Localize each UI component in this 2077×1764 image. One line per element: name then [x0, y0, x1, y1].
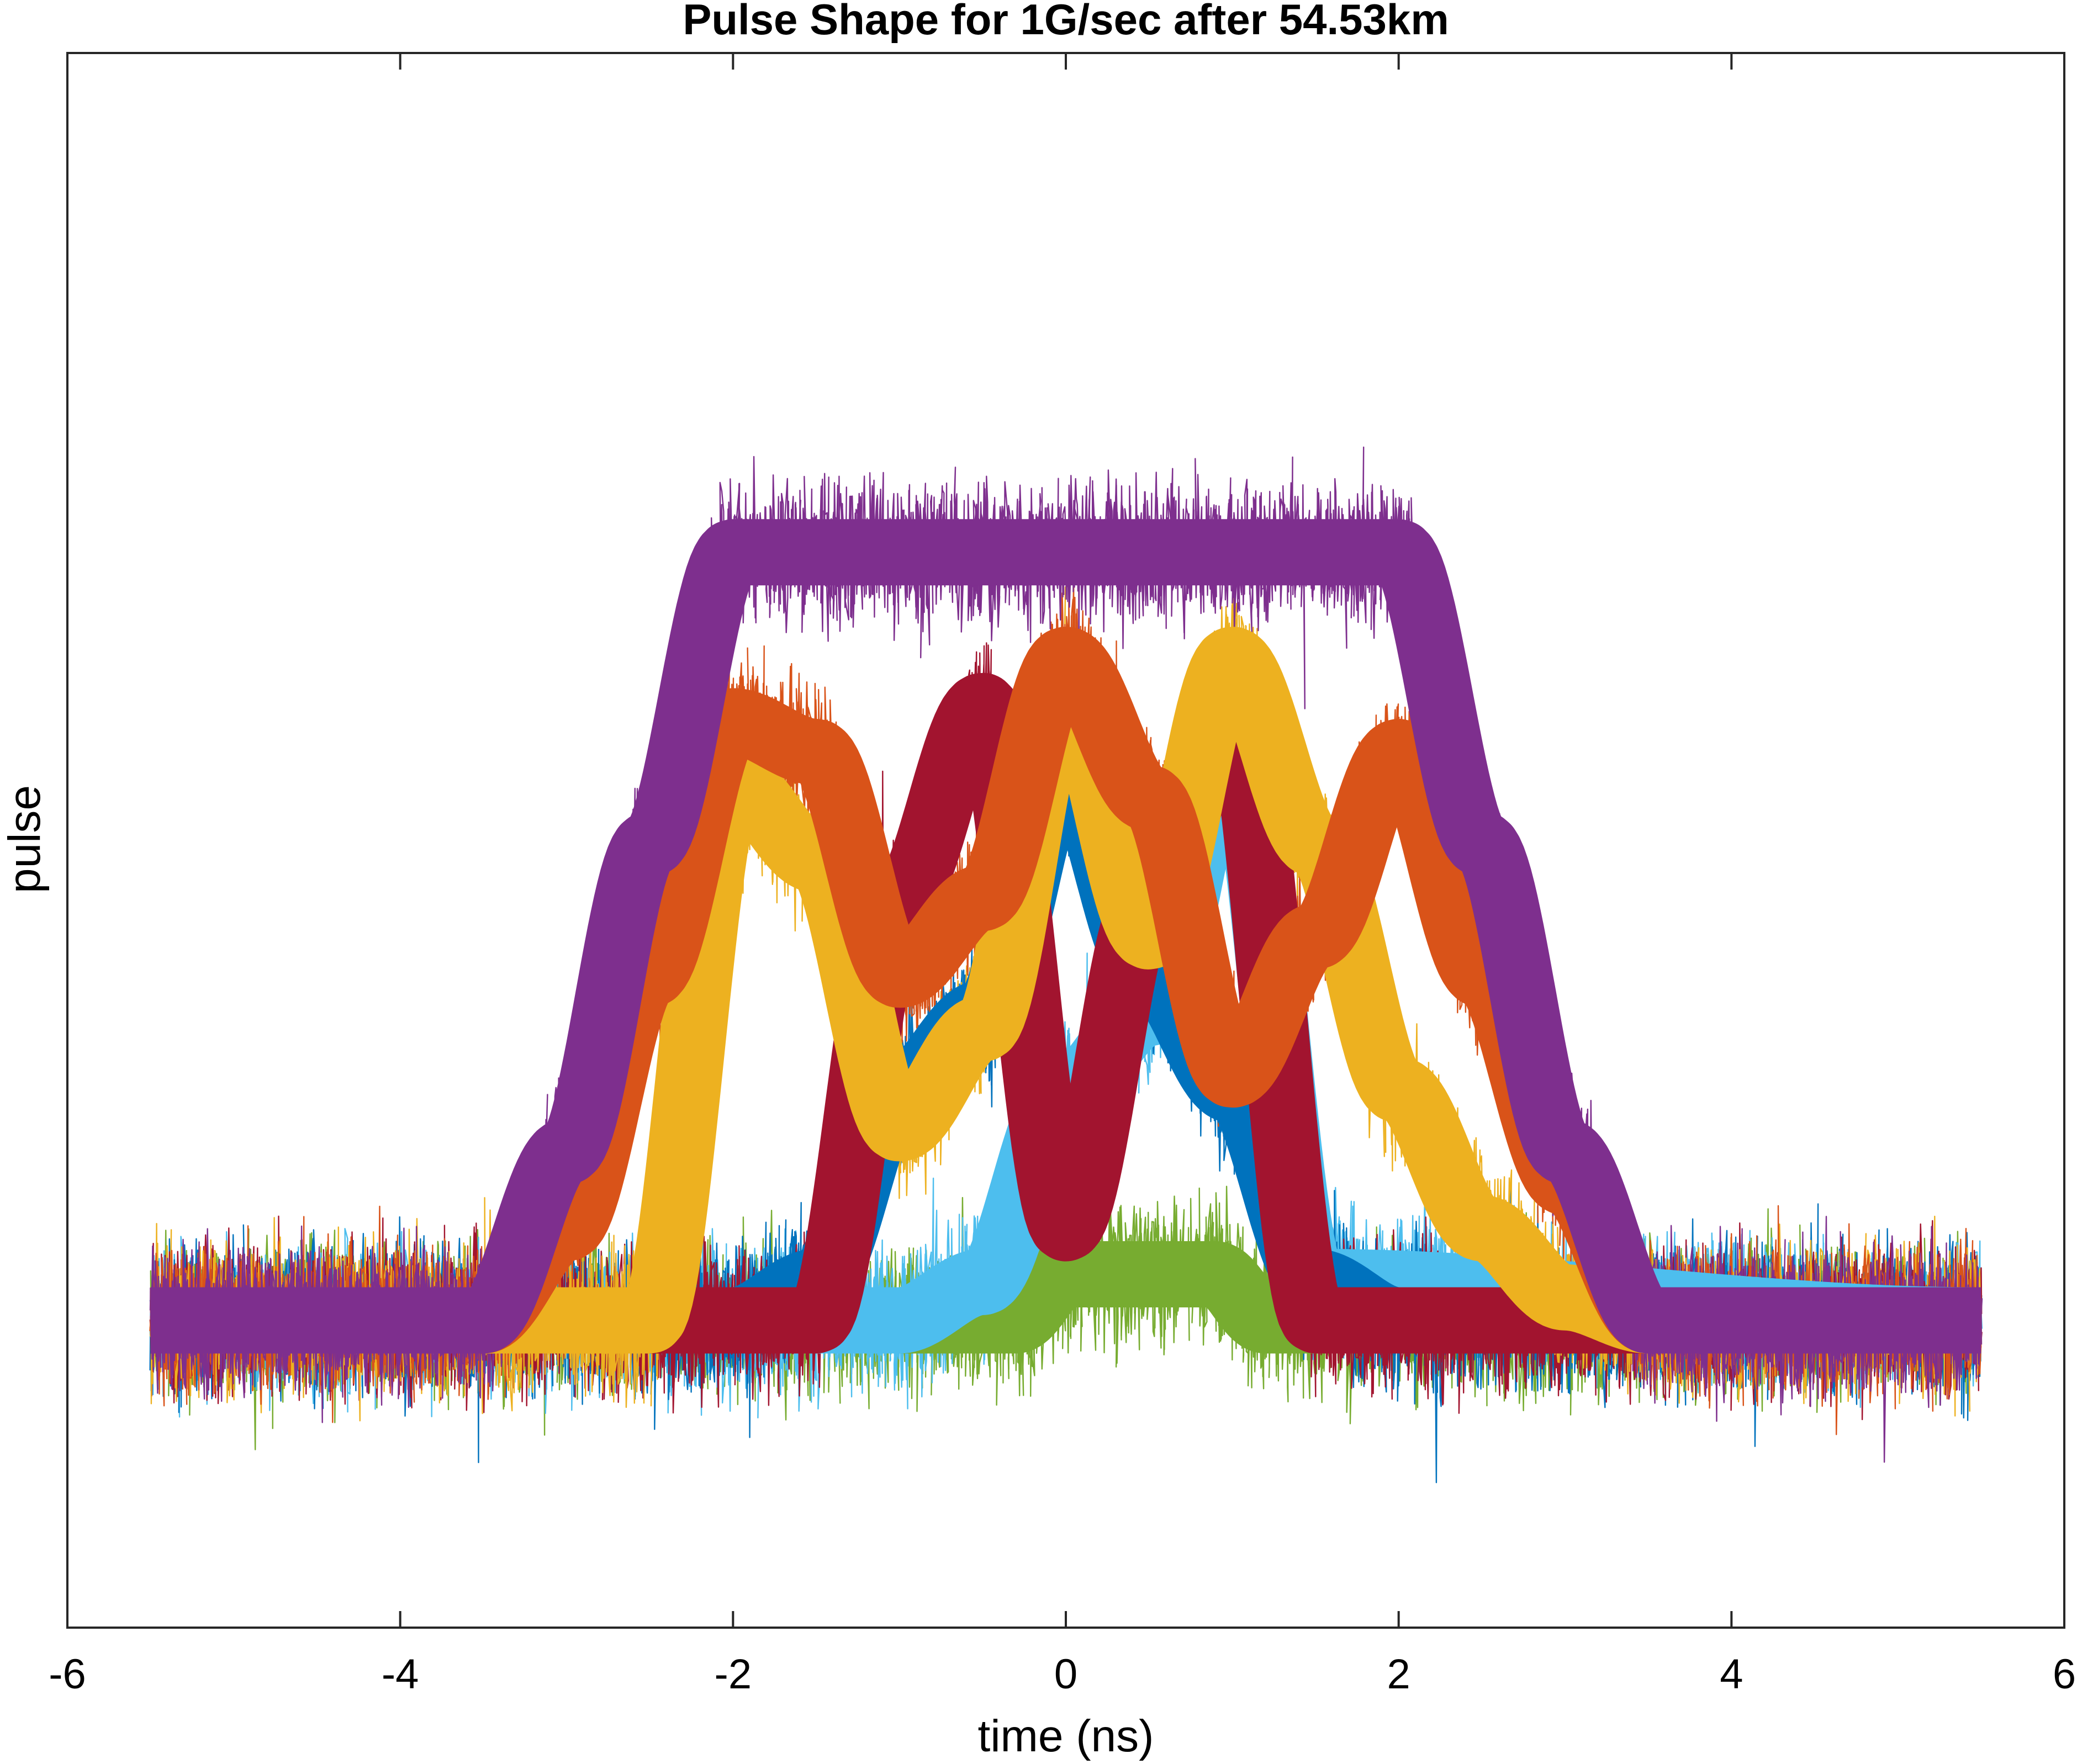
x-axis-ticks: -6 -4 -2 0 2 4 6 — [49, 53, 2076, 1698]
x-tick-label: -2 — [715, 1651, 752, 1698]
y-axis-label: pulse — [0, 785, 50, 893]
x-tick-label: -4 — [382, 1651, 419, 1698]
x-tick-label: 0 — [1054, 1651, 1077, 1698]
x-tick-label: 6 — [2053, 1651, 2076, 1698]
x-tick-label: 2 — [1387, 1651, 1410, 1698]
x-tick-label: -6 — [49, 1651, 86, 1698]
trace-layer — [120, 446, 2011, 1484]
x-tick-label: 4 — [1720, 1651, 1743, 1698]
x-axis-label: time (ns) — [978, 1711, 1154, 1761]
chart-title: Pulse Shape for 1G/sec after 54.53km — [683, 0, 1449, 44]
series-1-band — [120, 519, 2011, 1354]
